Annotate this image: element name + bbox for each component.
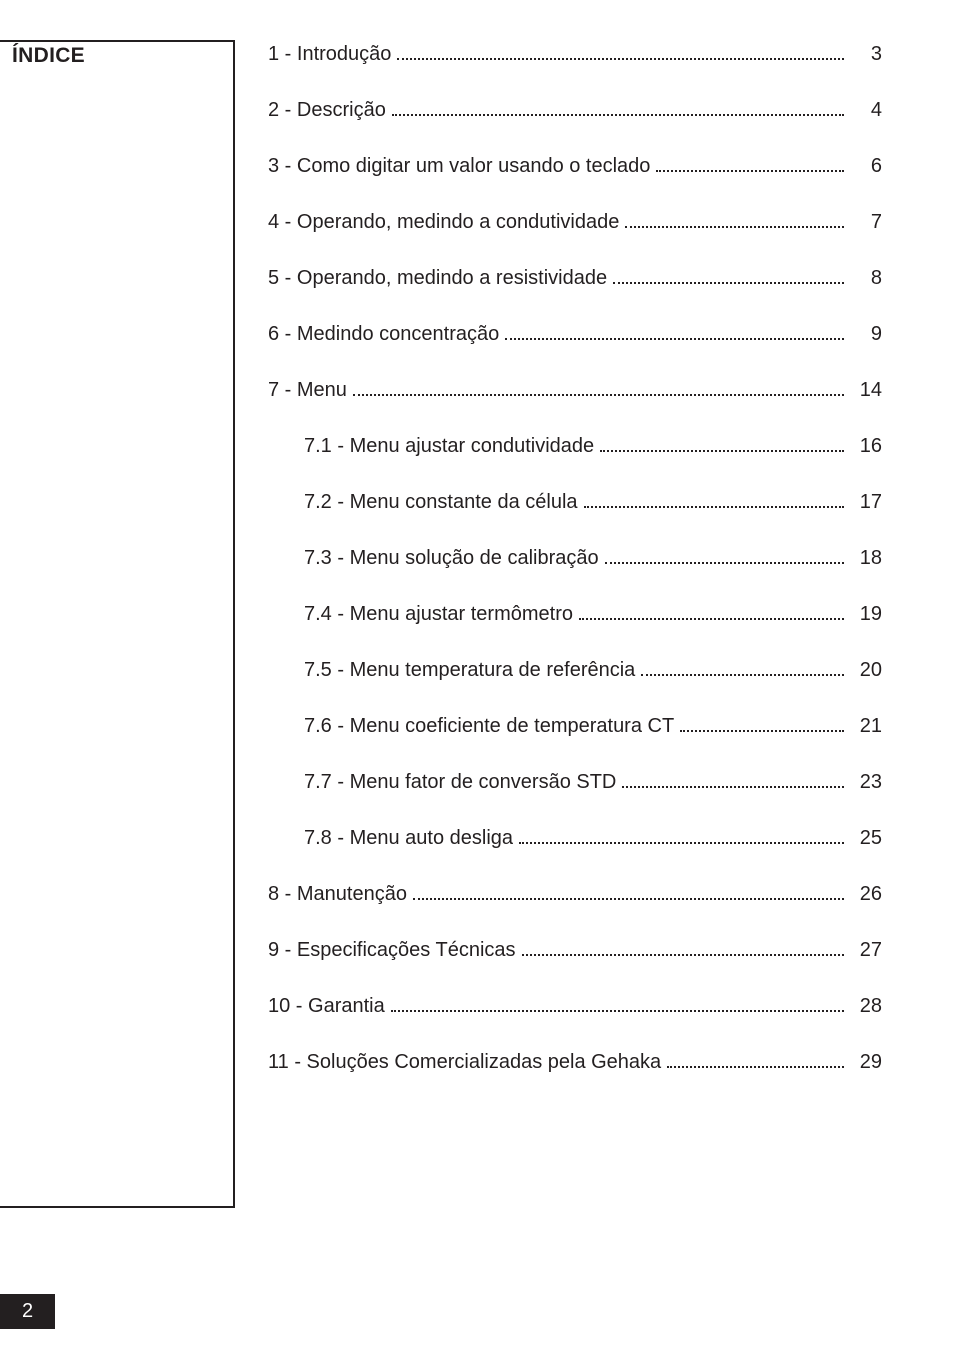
toc-label: 4 - Operando, medindo a condutividade: [268, 211, 619, 234]
table-of-contents: 1 - Introdução 3 2 - Descrição 4 3 - Como di…: [268, 42, 882, 1106]
toc-label: 7.1 - Menu ajustar condutividade: [304, 435, 594, 458]
toc-page: 16: [852, 435, 882, 458]
toc-page: 3: [852, 43, 882, 66]
toc-page: 18: [852, 547, 882, 570]
toc-row: 7 - Menu 14: [268, 378, 882, 402]
toc-row: 6 - Medindo concentração 9: [268, 322, 882, 346]
toc-row: 8 - Manutenção 26: [268, 882, 882, 906]
toc-row: 7.6 - Menu coeficiente de temperatura CT…: [268, 714, 882, 738]
toc-page: 25: [852, 827, 882, 850]
toc-label: 7.4 - Menu ajustar termômetro: [304, 603, 573, 626]
toc-leader: [584, 490, 844, 508]
toc-leader: [600, 434, 844, 452]
toc-page: 19: [852, 603, 882, 626]
toc-leader: [392, 98, 844, 116]
toc-label: 3 - Como digitar um valor usando o tecla…: [268, 155, 650, 178]
toc-row: 7.4 - Menu ajustar termômetro 19: [268, 602, 882, 626]
toc-leader: [505, 322, 844, 340]
toc-row: 7.5 - Menu temperatura de referência 20: [268, 658, 882, 682]
toc-leader: [397, 42, 844, 60]
toc-page: 4: [852, 99, 882, 122]
toc-label: 7.6 - Menu coeficiente de temperatura CT: [304, 715, 674, 738]
toc-label: 1 - Introdução: [268, 43, 391, 66]
toc-label: 7.3 - Menu solução de calibração: [304, 547, 599, 570]
toc-row: 10 - Garantia 28: [268, 994, 882, 1018]
toc-page: 21: [852, 715, 882, 738]
toc-leader: [353, 378, 844, 396]
toc-label: 7.8 - Menu auto desliga: [304, 827, 513, 850]
toc-page: 23: [852, 771, 882, 794]
toc-row: 9 - Especificações Técnicas 27: [268, 938, 882, 962]
toc-row: 5 - Operando, medindo a resistividade 8: [268, 266, 882, 290]
toc-row: 4 - Operando, medindo a condutividade 7: [268, 210, 882, 234]
toc-page: 8: [852, 267, 882, 290]
toc-label: 11 - Soluções Comercializadas pela Gehak…: [268, 1051, 661, 1074]
toc-page: 27: [852, 939, 882, 962]
toc-row: 11 - Soluções Comercializadas pela Gehak…: [268, 1050, 882, 1074]
toc-label: 7.7 - Menu fator de conversão STD: [304, 771, 616, 794]
toc-label: 7.2 - Menu constante da célula: [304, 491, 578, 514]
toc-row: 7.2 - Menu constante da célula 17: [268, 490, 882, 514]
toc-page: 26: [852, 883, 882, 906]
toc-leader: [522, 938, 844, 956]
toc-row: 3 - Como digitar um valor usando o tecla…: [268, 154, 882, 178]
toc-row: 7.3 - Menu solução de calibração 18: [268, 546, 882, 570]
toc-leader: [680, 714, 844, 732]
toc-label: 7.5 - Menu temperatura de referência: [304, 659, 635, 682]
toc-page: 29: [852, 1051, 882, 1074]
toc-page: 9: [852, 323, 882, 346]
toc-leader: [605, 546, 844, 564]
toc-leader: [579, 602, 844, 620]
toc-page: 28: [852, 995, 882, 1018]
toc-row: 7.8 - Menu auto desliga 25: [268, 826, 882, 850]
footer-page-number: 2: [0, 1294, 55, 1329]
toc-row: 2 - Descrição 4: [268, 98, 882, 122]
toc-page: 20: [852, 659, 882, 682]
toc-leader: [625, 210, 844, 228]
toc-label: 9 - Especificações Técnicas: [268, 939, 516, 962]
toc-leader: [519, 826, 844, 844]
toc-leader: [391, 994, 844, 1012]
sidebar-title: ÍNDICE: [0, 42, 233, 68]
sidebar-box: ÍNDICE: [0, 40, 235, 1208]
toc-label: 10 - Garantia: [268, 995, 385, 1018]
toc-row: 7.7 - Menu fator de conversão STD 23: [268, 770, 882, 794]
toc-page: 17: [852, 491, 882, 514]
toc-label: 6 - Medindo concentração: [268, 323, 499, 346]
toc-leader: [667, 1050, 844, 1068]
toc-label: 7 - Menu: [268, 379, 347, 402]
toc-page: 7: [852, 211, 882, 234]
toc-page: 14: [852, 379, 882, 402]
toc-row: 7.1 - Menu ajustar condutividade 16: [268, 434, 882, 458]
toc-leader: [622, 770, 844, 788]
toc-page: 6: [852, 155, 882, 178]
toc-row: 1 - Introdução 3: [268, 42, 882, 66]
toc-leader: [641, 658, 844, 676]
toc-leader: [413, 882, 844, 900]
toc-label: 5 - Operando, medindo a resistividade: [268, 267, 607, 290]
toc-leader: [656, 154, 844, 172]
toc-leader: [613, 266, 844, 284]
toc-label: 2 - Descrição: [268, 99, 386, 122]
toc-label: 8 - Manutenção: [268, 883, 407, 906]
